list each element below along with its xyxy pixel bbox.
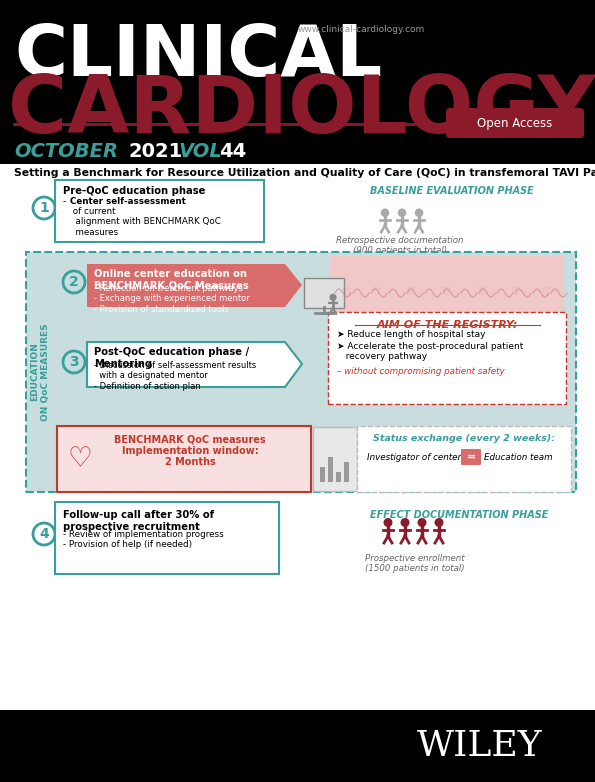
- FancyBboxPatch shape: [461, 449, 481, 465]
- FancyBboxPatch shape: [320, 467, 325, 482]
- Text: Setting a Benchmark for Resource Utilization and Quality of Care (QoC) in transf: Setting a Benchmark for Resource Utiliza…: [14, 168, 595, 178]
- Text: ♡: ♡: [511, 287, 519, 297]
- Text: WILEY: WILEY: [417, 729, 543, 763]
- Text: EFFECT DOCUMENTATION PHASE: EFFECT DOCUMENTATION PHASE: [370, 510, 549, 520]
- Circle shape: [397, 209, 406, 217]
- Circle shape: [33, 197, 55, 219]
- FancyBboxPatch shape: [328, 457, 333, 482]
- Text: ♡: ♡: [340, 287, 349, 297]
- Text: - Reflection on treatment pathways
- Exchange with experienced mentor
- Provisio: - Reflection on treatment pathways - Exc…: [94, 284, 250, 314]
- Text: Pre-QoC education phase: Pre-QoC education phase: [63, 186, 205, 196]
- Text: ♡: ♡: [68, 445, 92, 473]
- FancyBboxPatch shape: [55, 180, 264, 242]
- Text: of current
  alignment with BENCHMARK QoC
  measures: of current alignment with BENCHMARK QoC …: [70, 207, 221, 237]
- Circle shape: [434, 518, 443, 527]
- Text: ♡: ♡: [541, 287, 549, 297]
- Text: Investigator of center: Investigator of center: [367, 453, 461, 461]
- Text: Follow-up call after 30% of
prospective recruitment: Follow-up call after 30% of prospective …: [63, 510, 214, 532]
- Text: 3: 3: [69, 355, 79, 369]
- Circle shape: [400, 518, 409, 527]
- Circle shape: [33, 523, 55, 545]
- FancyBboxPatch shape: [26, 252, 576, 492]
- Text: www.clinical-cardiology.com: www.clinical-cardiology.com: [298, 25, 425, 34]
- Text: Open Access: Open Access: [477, 117, 553, 130]
- Text: CLINICAL: CLINICAL: [14, 22, 382, 91]
- Circle shape: [384, 518, 393, 527]
- Circle shape: [381, 209, 389, 217]
- Text: Prospective enrollment
(1500 patients in total): Prospective enrollment (1500 patients in…: [365, 554, 465, 573]
- Text: 2021: 2021: [129, 142, 183, 161]
- Circle shape: [330, 294, 337, 301]
- Circle shape: [63, 351, 85, 373]
- FancyBboxPatch shape: [357, 426, 571, 492]
- FancyBboxPatch shape: [330, 256, 564, 314]
- FancyBboxPatch shape: [446, 108, 584, 138]
- Text: Implementation window:: Implementation window:: [121, 446, 258, 456]
- FancyBboxPatch shape: [57, 426, 311, 492]
- Text: - Review of implementation progress
- Provision of help (if needed): - Review of implementation progress - Pr…: [63, 530, 224, 550]
- Text: ♡: ♡: [371, 287, 380, 297]
- Polygon shape: [87, 264, 302, 307]
- Text: EDUCATION
ON QoC MEASURES: EDUCATION ON QoC MEASURES: [30, 323, 50, 421]
- Text: VOL: VOL: [179, 142, 223, 161]
- FancyBboxPatch shape: [336, 472, 341, 482]
- Text: ➤ Accelerate the post-procedural patient
   recovery pathway: ➤ Accelerate the post-procedural patient…: [337, 342, 524, 361]
- Text: OCTOBER: OCTOBER: [14, 142, 118, 161]
- Text: ♡: ♡: [441, 287, 449, 297]
- FancyBboxPatch shape: [328, 312, 566, 404]
- Text: -: -: [63, 197, 69, 206]
- Text: ♡: ♡: [475, 287, 484, 297]
- Text: 2: 2: [69, 275, 79, 289]
- Circle shape: [415, 209, 423, 217]
- FancyBboxPatch shape: [55, 502, 279, 574]
- Text: - Discussion of self-assessment results
  with a designated mentor
- Definition : - Discussion of self-assessment results …: [94, 361, 256, 391]
- FancyBboxPatch shape: [344, 462, 349, 482]
- FancyBboxPatch shape: [313, 427, 357, 491]
- Text: 2 Months: 2 Months: [165, 457, 215, 467]
- Text: BENCHMARK QoC measures: BENCHMARK QoC measures: [114, 435, 266, 445]
- Text: AIM OF THE REGISTRY:: AIM OF THE REGISTRY:: [376, 320, 518, 330]
- Text: – without compromising patient safety: – without compromising patient safety: [337, 367, 505, 376]
- Text: Status exchange (every 2 weeks):: Status exchange (every 2 weeks):: [373, 434, 555, 443]
- Circle shape: [63, 271, 85, 293]
- Circle shape: [418, 518, 427, 527]
- Text: =: =: [466, 452, 475, 462]
- Text: Retrospective documentation
(900 patients in total): Retrospective documentation (900 patient…: [336, 236, 464, 256]
- Text: Online center education on
BENCHMARK QoC Measures: Online center education on BENCHMARK QoC…: [94, 269, 249, 291]
- FancyBboxPatch shape: [304, 278, 344, 308]
- Text: ➤ Reduce length of hospital stay: ➤ Reduce length of hospital stay: [337, 330, 486, 339]
- Text: Center self-assessment: Center self-assessment: [70, 197, 186, 206]
- Text: 44: 44: [219, 142, 246, 161]
- Text: BASELINE EVALUATION PHASE: BASELINE EVALUATION PHASE: [370, 186, 534, 196]
- Text: Post-QoC education phase /
Mentoring: Post-QoC education phase / Mentoring: [94, 347, 249, 368]
- Text: 1: 1: [39, 201, 49, 215]
- Text: Education team: Education team: [484, 453, 553, 461]
- Text: ♡: ♡: [406, 287, 414, 297]
- Polygon shape: [87, 342, 302, 387]
- FancyBboxPatch shape: [0, 710, 595, 782]
- Text: CARDIOLOGY: CARDIOLOGY: [8, 72, 595, 150]
- FancyBboxPatch shape: [0, 164, 595, 710]
- Text: 4: 4: [39, 527, 49, 541]
